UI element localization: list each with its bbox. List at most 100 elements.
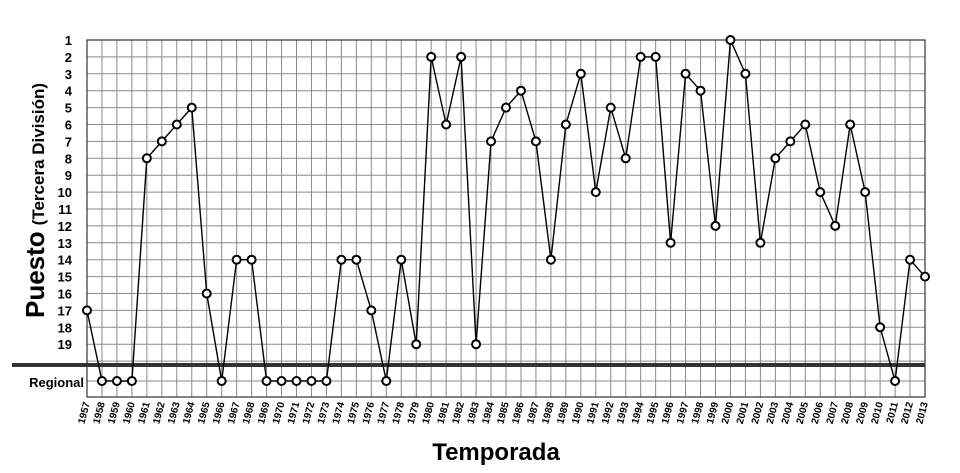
- x-tick-label: 1983: [466, 401, 482, 426]
- data-point: [276, 376, 287, 386]
- data-point: [321, 376, 332, 386]
- data-point: [306, 376, 317, 386]
- data-point: [126, 376, 137, 386]
- y-tick-label: 11: [58, 202, 72, 217]
- data-point: [650, 51, 661, 62]
- y-tick-label: 3: [65, 67, 72, 82]
- data-point: [441, 119, 452, 130]
- data-point: [501, 102, 511, 113]
- y-tick-label: 5: [65, 101, 72, 116]
- x-tick-label: 2002: [750, 401, 766, 426]
- data-point: [905, 254, 916, 265]
- x-tick-label: 2009: [855, 401, 871, 426]
- data-point: [515, 85, 526, 96]
- x-tick-label: 1973: [316, 401, 332, 426]
- x-tick-label: 1988: [540, 401, 556, 426]
- x-tick-label: 1992: [600, 401, 616, 426]
- y-tick-label: 14: [58, 253, 73, 268]
- x-tick-label: 1959: [106, 401, 122, 426]
- x-tick-label: 1968: [241, 401, 257, 426]
- x-tick-label: 1957: [77, 401, 93, 426]
- y-tick-label: 13: [58, 236, 72, 251]
- y-tick-label: 9: [65, 168, 72, 183]
- data-point: [336, 254, 347, 265]
- x-tick-label: 1972: [301, 401, 317, 426]
- data-point: [710, 220, 721, 231]
- data-point: [171, 119, 182, 130]
- x-tick-label: 2004: [780, 401, 796, 426]
- data-point: [156, 136, 167, 147]
- x-axis-ticks: 1957195819591960196119621963196419651966…: [77, 401, 931, 426]
- x-tick-label: 2008: [840, 401, 856, 426]
- data-point: [800, 119, 811, 130]
- data-point: [695, 85, 706, 96]
- x-tick-label: 1976: [361, 401, 377, 426]
- x-tick-label: 2001: [735, 401, 751, 426]
- data-point: [471, 339, 482, 350]
- x-tick-label: 1963: [166, 401, 182, 426]
- data-point: [96, 376, 107, 386]
- x-tick-label: 1980: [421, 401, 437, 426]
- data-point: [246, 254, 257, 265]
- x-tick-label: 1989: [555, 401, 571, 426]
- x-tick-label: 2006: [810, 401, 826, 426]
- data-point: [530, 136, 541, 147]
- data-point: [366, 305, 377, 316]
- data-point: [291, 376, 302, 386]
- data-point: [590, 187, 601, 198]
- x-tick-label: 1999: [705, 401, 721, 426]
- y-tick-label: 8: [65, 151, 72, 166]
- x-tick-label: 1966: [211, 401, 227, 426]
- data-point: [82, 305, 92, 316]
- x-tick-label: 2013: [915, 401, 931, 426]
- y-tick-regional: Regional: [29, 375, 84, 390]
- y-tick-label: 10: [58, 185, 72, 200]
- data-point: [141, 153, 152, 164]
- x-tick-label: 1975: [346, 401, 362, 426]
- data-point: [426, 51, 437, 62]
- x-tick-label: 1996: [660, 401, 676, 426]
- x-tick-label: 2007: [825, 401, 841, 426]
- x-tick-label: 2003: [765, 401, 781, 426]
- x-axis-label: Temporada: [432, 439, 560, 466]
- data-point: [231, 254, 242, 265]
- x-tick-label: 1995: [645, 401, 661, 426]
- data-point: [186, 102, 197, 113]
- data-point: [845, 119, 856, 130]
- x-tick-label: 1991: [585, 401, 601, 426]
- data-point: [575, 68, 586, 79]
- data-point: [111, 376, 122, 386]
- x-tick-label: 1960: [121, 401, 137, 426]
- data-point: [875, 322, 886, 333]
- data-point: [890, 376, 901, 386]
- x-tick-label: 1961: [136, 401, 152, 426]
- y-tick-label: 4: [65, 84, 73, 99]
- y-tick-label: 6: [65, 118, 72, 133]
- x-tick-label: 1965: [196, 401, 212, 426]
- y-tick-label: 1: [65, 33, 72, 48]
- x-tick-label: 1982: [451, 401, 467, 426]
- data-point: [740, 68, 751, 79]
- x-tick-label: 1958: [91, 401, 107, 426]
- data-point: [860, 187, 871, 198]
- x-tick-label: 2000: [720, 401, 736, 426]
- x-tick-label: 2011: [885, 401, 901, 425]
- grid: [12, 39, 926, 398]
- series-line-group: [82, 35, 930, 386]
- x-tick-label: 1987: [525, 401, 541, 426]
- data-point: [216, 376, 227, 386]
- x-tick-label: 1971: [286, 401, 302, 426]
- data-point: [665, 237, 676, 248]
- data-point: [725, 35, 736, 45]
- y-axis-label-main: Puesto: [20, 231, 50, 318]
- data-point: [620, 153, 631, 164]
- data-point: [605, 102, 616, 113]
- x-tick-label: 1967: [226, 401, 242, 426]
- y-tick-label: 18: [58, 320, 72, 335]
- data-point: [815, 187, 826, 198]
- x-tick-label: 1964: [181, 401, 197, 426]
- plot-border: [86, 39, 926, 398]
- data-point: [351, 254, 362, 265]
- y-tick-label: 17: [58, 303, 72, 318]
